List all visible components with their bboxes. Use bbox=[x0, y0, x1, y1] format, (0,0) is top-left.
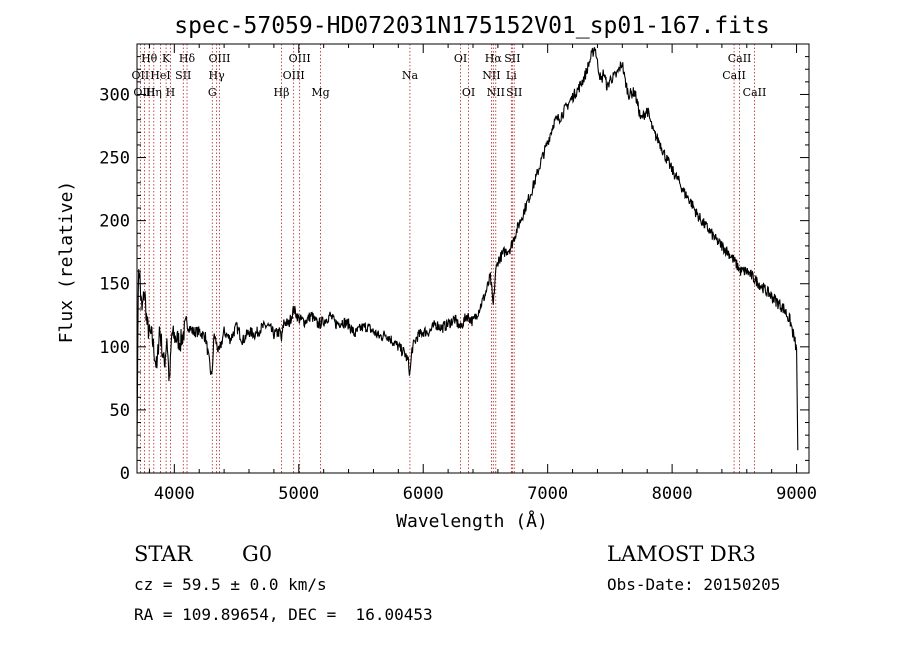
line-label: SII bbox=[506, 86, 522, 99]
flux-line bbox=[136, 47, 799, 451]
chart-title: spec-57059-HD072031N175152V01_sp01-167.f… bbox=[174, 13, 769, 39]
y-tick-label: 0 bbox=[120, 464, 130, 484]
line-label: Li bbox=[506, 69, 517, 82]
line-label: Hα bbox=[485, 52, 503, 65]
redshift-text: cz = 59.5 ± 0.0 km/s bbox=[134, 575, 327, 594]
y-tick-label: 200 bbox=[99, 212, 130, 232]
line-label: OIII bbox=[289, 52, 311, 65]
survey-name: LAMOST DR3 bbox=[607, 542, 756, 566]
line-label: OIII bbox=[133, 86, 155, 99]
line-label: G bbox=[208, 86, 217, 99]
x-tick-label: 8000 bbox=[652, 484, 693, 504]
line-label: CaII bbox=[743, 86, 767, 99]
flux-series bbox=[136, 47, 799, 451]
line-label: Mg bbox=[311, 86, 329, 99]
x-tick-label: 7000 bbox=[527, 484, 568, 504]
line-label: NII bbox=[482, 69, 500, 82]
line-label: Hγ bbox=[209, 69, 226, 82]
line-label: H bbox=[166, 86, 176, 99]
line-label: HeI bbox=[150, 69, 170, 82]
object-class: STAR bbox=[134, 542, 193, 566]
x-axis-ticks: 4000 5000 6000 7000 8000 9000 bbox=[148, 44, 817, 504]
line-label: CaII bbox=[728, 52, 752, 65]
x-tick-label: 9000 bbox=[776, 484, 817, 504]
y-tick-label: 250 bbox=[99, 149, 130, 169]
line-label: SII bbox=[504, 52, 520, 65]
line-label: OI bbox=[462, 86, 475, 99]
x-tick-label: 5000 bbox=[278, 484, 319, 504]
y-axis-label: Flux (relative) bbox=[56, 181, 77, 344]
y-tick-label: 50 bbox=[110, 401, 130, 421]
y-tick-label: 100 bbox=[99, 338, 130, 358]
y-tick-label: 150 bbox=[99, 275, 130, 295]
y-tick-label: 300 bbox=[99, 85, 130, 105]
plot-frame bbox=[136, 43, 810, 474]
line-label: SII bbox=[175, 69, 191, 82]
line-label: Hη bbox=[146, 86, 162, 99]
x-axis-label: Wavelength (Å) bbox=[396, 510, 548, 532]
spectral-line-markers bbox=[139, 44, 755, 473]
object-subclass: G0 bbox=[242, 542, 272, 566]
line-label: OIII bbox=[208, 52, 230, 65]
line-label: K bbox=[162, 52, 171, 65]
line-label: CaII bbox=[722, 69, 746, 82]
y-axis-ticks: 0 50 100 150 200 250 300 bbox=[99, 43, 809, 484]
line-label: NII bbox=[487, 86, 505, 99]
line-label: OI bbox=[454, 52, 467, 65]
line-label: Hβ bbox=[274, 86, 290, 99]
line-label: OII bbox=[132, 69, 150, 82]
line-label: Na bbox=[402, 69, 419, 82]
line-label: Hδ bbox=[179, 52, 196, 65]
obs-date: Obs-Date: 20150205 bbox=[607, 575, 780, 594]
x-tick-label: 6000 bbox=[403, 484, 444, 504]
line-label: OIII bbox=[283, 69, 305, 82]
coordinates-text: RA = 109.89654, DEC = 16.00453 bbox=[134, 605, 433, 624]
line-label: Hθ bbox=[141, 52, 158, 65]
x-tick-label: 4000 bbox=[154, 484, 195, 504]
